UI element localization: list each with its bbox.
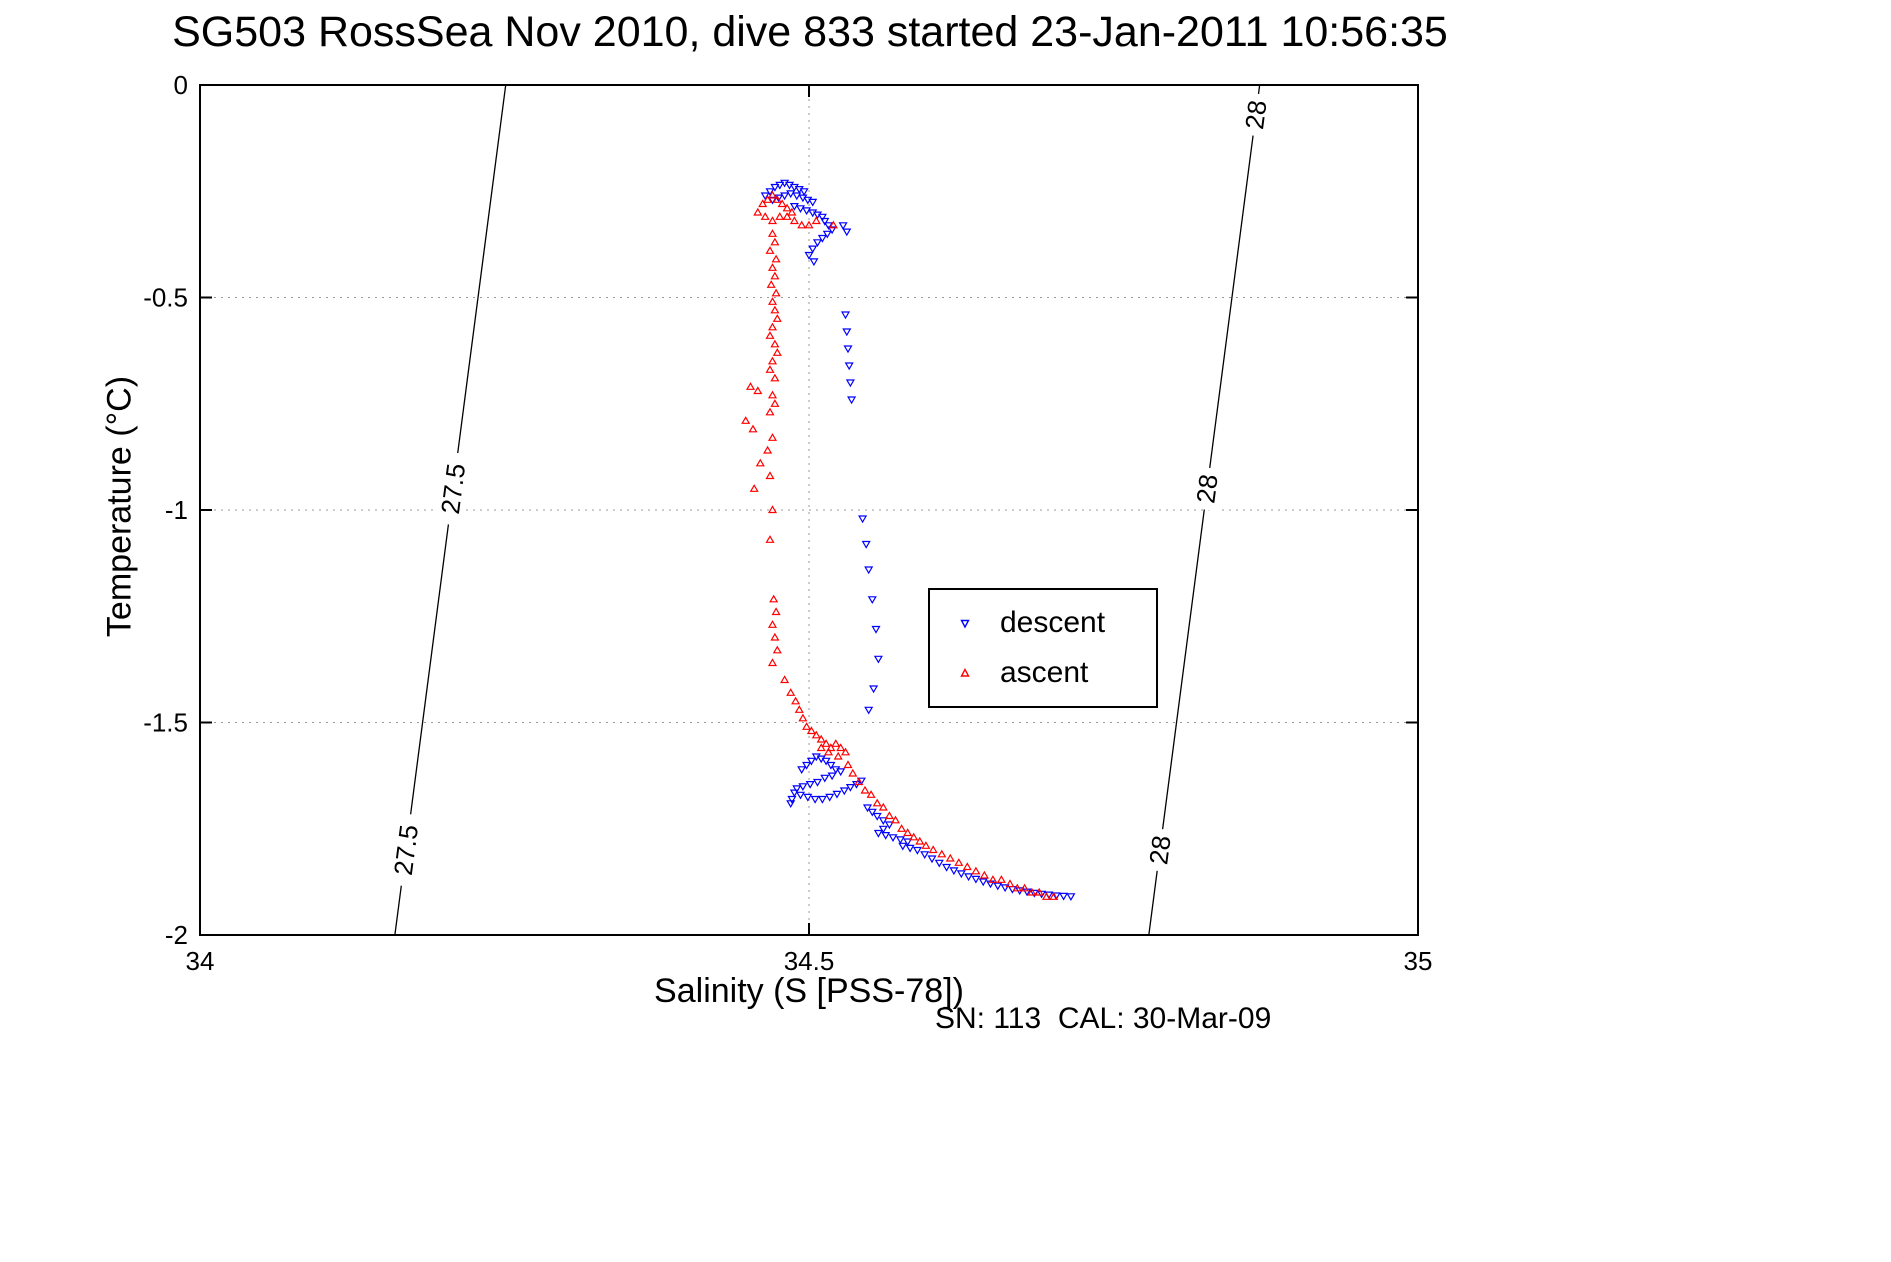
descent-series [760,179,1076,901]
tick-labels: 34 34.5 35 0 -0.5 -1 -1.5 -2 [143,70,1432,976]
legend-label-descent: descent [1000,606,1106,639]
svg-text:28: 28 [1239,98,1272,131]
calibration-note: SN: 113 CAL: 30-Mar-09 [935,1002,1272,1035]
descent-marker-icon [930,611,1000,635]
density-contours: 27.5 27.5 28 28 28 [386,85,1274,935]
svg-text:27.5: 27.5 [435,462,471,516]
svg-text:27.5: 27.5 [388,823,424,877]
legend: descent ascent [928,588,1158,708]
x-axis-label: Salinity (S [PSS-78]) [654,972,964,1010]
svg-text:35: 35 [1404,946,1433,976]
svg-text:-1: -1 [165,495,188,525]
svg-text:-2: -2 [165,920,188,950]
svg-text:-1.5: -1.5 [143,708,188,738]
legend-row-descent: descent [930,606,1156,640]
y-axis-label: Temperature (°C) [100,375,139,638]
svg-text:34.5: 34.5 [784,946,835,976]
legend-label-ascent: ascent [1000,656,1089,689]
svg-text:34: 34 [186,946,215,976]
svg-text:28: 28 [1190,472,1223,505]
legend-row-ascent: ascent [930,656,1156,690]
ascent-marker-icon [930,661,1000,685]
ascent-series [741,190,1059,900]
gridlines [200,85,1418,935]
svg-text:0: 0 [174,70,188,100]
axes-box [199,84,1419,936]
chart-title: SG503 RossSea Nov 2010, dive 833 started… [172,8,1448,56]
svg-text:-0.5: -0.5 [143,283,188,313]
svg-text:28: 28 [1143,834,1176,867]
